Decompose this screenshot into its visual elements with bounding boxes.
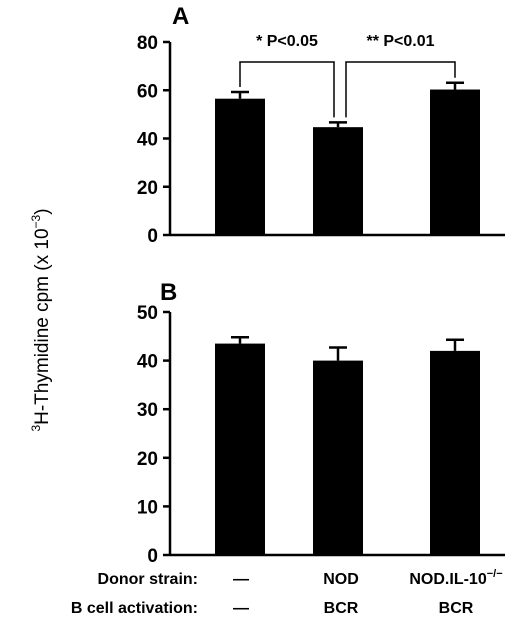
bar-a-2 <box>313 127 363 235</box>
b-cell-activation-cell-3: BCR <box>439 600 474 617</box>
bar-a-1 <box>215 98 265 235</box>
significance-bracket-1 <box>239 61 335 118</box>
bar-a-3 <box>430 89 480 236</box>
donor-strain-cell-2: NOD <box>323 571 359 588</box>
y-tick-label-a-4: 80 <box>137 33 158 54</box>
bar-b-3 <box>430 350 480 555</box>
panel-label-a: A <box>172 3 189 30</box>
donor-strain-cell-3-text: NOD.IL-10 <box>409 571 486 588</box>
y-tick-label-a-1: 20 <box>137 178 158 199</box>
y-tick-label-b-4: 40 <box>137 352 158 373</box>
significance-bracket-2 <box>345 61 456 118</box>
y-axis-label-group: 3H-Thymidine cpm (x 10−3) <box>29 208 53 431</box>
y-axis-label-exponent: −3 <box>29 214 43 228</box>
row-label-donor-strain: Donor strain: <box>98 571 198 588</box>
panel-b: B 0 10 20 30 40 50 <box>137 279 505 567</box>
y-tick-label-a-3: 60 <box>137 81 158 102</box>
condition-table: Donor strain: — NOD NOD.IL-10−/− B cell … <box>71 568 503 617</box>
y-tick-label-b-0: 0 <box>147 546 158 567</box>
b-cell-activation-cell-2: BCR <box>324 600 359 617</box>
y-axis-label-main: H-Thymidine cpm (x 10 <box>32 228 53 424</box>
y-axis-label: 3H-Thymidine cpm (x 10−3) <box>29 208 53 431</box>
y-tick-label-b-5: 50 <box>137 303 158 324</box>
bar-b-1 <box>215 343 265 555</box>
significance-label-1: * P<0.05 <box>256 33 318 50</box>
donor-strain-cell-3-superscript: −/− <box>487 568 503 580</box>
y-axis-label-superscript: 3 <box>29 425 43 432</box>
y-tick-label-b-1: 10 <box>137 497 158 518</box>
y-tick-label-a-2: 40 <box>137 130 158 151</box>
y-tick-label-b-2: 20 <box>137 449 158 470</box>
row-label-b-cell-activation: B cell activation: <box>71 600 198 617</box>
panel-a: A 0 20 40 60 80 * P<0.05 ** P<0.01 <box>137 3 505 247</box>
bar-b-2 <box>313 360 363 555</box>
y-tick-label-a-0: 0 <box>147 226 158 247</box>
y-axis-label-close: ) <box>32 208 53 214</box>
significance-label-2: ** P<0.01 <box>366 33 434 50</box>
y-tick-label-b-3: 30 <box>137 400 158 421</box>
panel-label-b: B <box>160 279 177 306</box>
b-cell-activation-cell-1: — <box>233 600 249 617</box>
donor-strain-cell-3: NOD.IL-10−/− <box>409 568 502 588</box>
donor-strain-cell-1: — <box>233 571 249 588</box>
